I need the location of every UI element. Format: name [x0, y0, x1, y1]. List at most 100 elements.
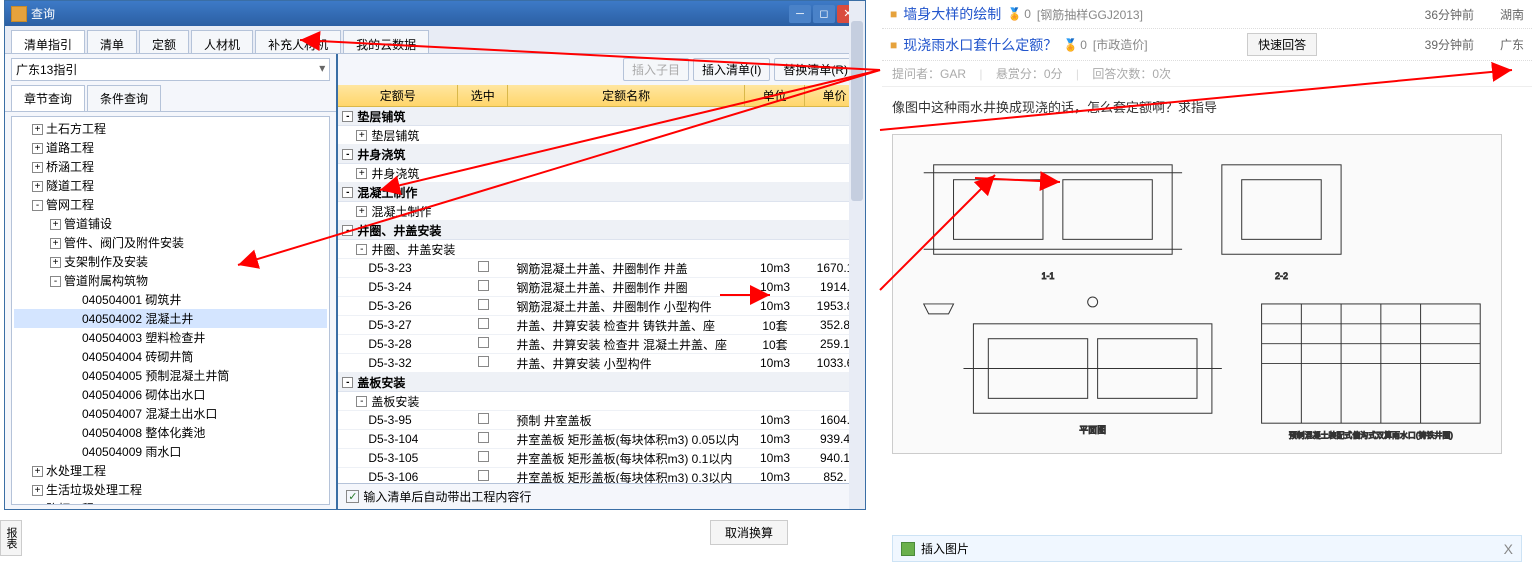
insert-list-button[interactable]: 插入清单(I): [693, 58, 770, 81]
insert-picture-bar[interactable]: 插入图片 X: [892, 535, 1522, 562]
close-bar-icon[interactable]: X: [1504, 541, 1513, 557]
tree-node[interactable]: 040504003 塑料检查井: [14, 328, 327, 347]
tab-list-guide[interactable]: 清单指引: [11, 30, 85, 53]
expand-icon[interactable]: +: [32, 162, 43, 173]
cell-sel[interactable]: [458, 318, 508, 332]
expand-icon[interactable]: -: [356, 396, 367, 407]
subcategory-row[interactable]: -盖板安装: [338, 392, 865, 411]
tree-node[interactable]: +生活垃圾处理工程: [14, 480, 327, 499]
cell-sel[interactable]: [458, 470, 508, 483]
tree-node[interactable]: +土石方工程: [14, 119, 327, 138]
tree-node[interactable]: 040504001 砌筑井: [14, 290, 327, 309]
tree-node[interactable]: 040504009 雨水口: [14, 442, 327, 461]
tab-supplement[interactable]: 补充人材机: [255, 30, 341, 53]
table-scrollbar[interactable]: [849, 107, 865, 483]
subcategory-row[interactable]: +井身浇筑: [338, 164, 865, 183]
expand-icon[interactable]: +: [32, 485, 43, 496]
auto-fill-checkbox[interactable]: ✓: [346, 490, 359, 503]
forum-title[interactable]: 现浇雨水口套什么定额？: [903, 35, 1057, 55]
tree-node[interactable]: 040504005 预制混凝土井筒: [14, 366, 327, 385]
tree-node[interactable]: 040504007 混凝土出水口: [14, 404, 327, 423]
expand-icon[interactable]: -: [50, 276, 61, 287]
minimize-button[interactable]: ─: [789, 5, 811, 23]
cell-sel[interactable]: [458, 261, 508, 275]
cancel-button[interactable]: 取消换算: [710, 520, 788, 545]
table-row[interactable]: D5-3-27井盖、井算安装 检查井 铸铁井盖、座10套352.8: [338, 316, 865, 335]
titlebar[interactable]: 查询 ─ ◻ ✕: [5, 1, 865, 26]
auto-fill-row[interactable]: ✓ 输入清单后自动带出工程内容行: [338, 483, 865, 509]
tree-node[interactable]: +道路工程: [14, 138, 327, 157]
category-row[interactable]: -井身浇筑: [338, 145, 865, 164]
expand-icon[interactable]: +: [32, 181, 43, 192]
cell-sel[interactable]: [458, 299, 508, 313]
category-row[interactable]: -盖板安装: [338, 373, 865, 392]
subcategory-row[interactable]: +混凝土制作: [338, 202, 865, 221]
expand-icon[interactable]: +: [32, 466, 43, 477]
tree-node[interactable]: 040504004 砖砌井筒: [14, 347, 327, 366]
forum-item[interactable]: ■现浇雨水口套什么定额？🏅0[市政造价]快速回答39分钟前广东: [882, 29, 1532, 61]
table-row[interactable]: D5-3-23钢筋混凝土井盖、井圈制作 井盖10m31670.1: [338, 259, 865, 278]
tree-node[interactable]: +管道铺设: [14, 214, 327, 233]
expand-icon[interactable]: -: [32, 200, 43, 211]
expand-icon[interactable]: -: [342, 377, 353, 388]
tree-node[interactable]: +管件、阀门及附件安装: [14, 233, 327, 252]
cell-sel[interactable]: [458, 413, 508, 427]
expand-icon[interactable]: -: [342, 187, 353, 198]
expand-icon[interactable]: +: [32, 504, 43, 505]
cell-sel[interactable]: [458, 337, 508, 351]
tree-node[interactable]: +隧道工程: [14, 176, 327, 195]
category-row[interactable]: -井圈、井盖安装: [338, 221, 865, 240]
expand-icon[interactable]: +: [356, 168, 367, 179]
tree-node[interactable]: -管网工程: [14, 195, 327, 214]
tree-node[interactable]: 040504008 整体化粪池: [14, 423, 327, 442]
subtab-chapter[interactable]: 章节查询: [11, 85, 85, 111]
region-dropdown[interactable]: 广东13指引 ▾: [11, 58, 330, 81]
tree-node[interactable]: 040504002 混凝土井: [14, 309, 327, 328]
expand-icon[interactable]: +: [50, 238, 61, 249]
cell-sel[interactable]: [458, 356, 508, 370]
expand-icon[interactable]: +: [50, 257, 61, 268]
expand-icon[interactable]: -: [342, 225, 353, 236]
tab-list[interactable]: 清单: [87, 30, 137, 53]
expand-icon[interactable]: +: [356, 130, 367, 141]
table-row[interactable]: D5-3-26钢筋混凝土井盖、井圈制作 小型构件10m31953.8: [338, 297, 865, 316]
table-row[interactable]: D5-3-106井室盖板 矩形盖板(每块体积m3) 0.3以内10m3852.: [338, 468, 865, 483]
tab-quota[interactable]: 定额: [139, 30, 189, 53]
chapter-tree[interactable]: +土石方工程+道路工程+桥涵工程+隧道工程-管网工程+管道铺设+管件、阀门及附件…: [11, 116, 330, 505]
table-body[interactable]: -垫层铺筑+垫层铺筑-井身浇筑+井身浇筑-混凝土制作+混凝土制作-井圈、井盖安装…: [338, 107, 865, 483]
subcategory-row[interactable]: +垫层铺筑: [338, 126, 865, 145]
tree-node[interactable]: 040504006 砌体出水口: [14, 385, 327, 404]
tree-node[interactable]: -管道附属构筑物: [14, 271, 327, 290]
tab-cloud[interactable]: 我的云数据: [343, 30, 429, 53]
maximize-button[interactable]: ◻: [813, 5, 835, 23]
expand-icon[interactable]: -: [342, 149, 353, 160]
tree-node[interactable]: +桥涵工程: [14, 157, 327, 176]
expand-icon[interactable]: +: [32, 124, 43, 135]
tree-node[interactable]: +路灯工程: [14, 499, 327, 505]
report-side-tab[interactable]: 报表: [0, 520, 22, 556]
forum-title[interactable]: 墙身大样的绘制: [903, 4, 1001, 24]
expand-icon[interactable]: +: [50, 219, 61, 230]
tree-node[interactable]: +支架制作及安装: [14, 252, 327, 271]
tree-node[interactable]: +水处理工程: [14, 461, 327, 480]
category-row[interactable]: -混凝土制作: [338, 183, 865, 202]
expand-icon[interactable]: -: [356, 244, 367, 255]
expand-icon[interactable]: -: [342, 111, 353, 122]
subcategory-row[interactable]: -井圈、井盖安装: [338, 240, 865, 259]
replace-list-button[interactable]: 替换清单(R): [774, 58, 857, 81]
forum-tag[interactable]: [市政造价]: [1093, 36, 1148, 53]
expand-icon[interactable]: +: [32, 143, 43, 154]
subtab-condition[interactable]: 条件查询: [87, 85, 161, 111]
table-row[interactable]: D5-3-24钢筋混凝土井盖、井圈制作 井圈10m31914.: [338, 278, 865, 297]
expand-icon[interactable]: +: [356, 206, 367, 217]
insert-sub-button[interactable]: 插入子目: [623, 58, 689, 81]
cell-sel[interactable]: [458, 432, 508, 446]
table-row[interactable]: D5-3-28井盖、井算安装 检查井 混凝土井盖、座10套259.1: [338, 335, 865, 354]
tab-material[interactable]: 人材机: [191, 30, 253, 53]
cell-sel[interactable]: [458, 451, 508, 465]
quick-reply-button[interactable]: 快速回答: [1247, 33, 1317, 56]
table-row[interactable]: D5-3-32井盖、井算安装 小型构件10m31033.6: [338, 354, 865, 373]
table-row[interactable]: D5-3-95预制 井室盖板10m31604.: [338, 411, 865, 430]
category-row[interactable]: -垫层铺筑: [338, 107, 865, 126]
forum-item[interactable]: ■墙身大样的绘制🏅0[钢筋抽样GGJ2013]36分钟前湖南: [882, 0, 1532, 29]
